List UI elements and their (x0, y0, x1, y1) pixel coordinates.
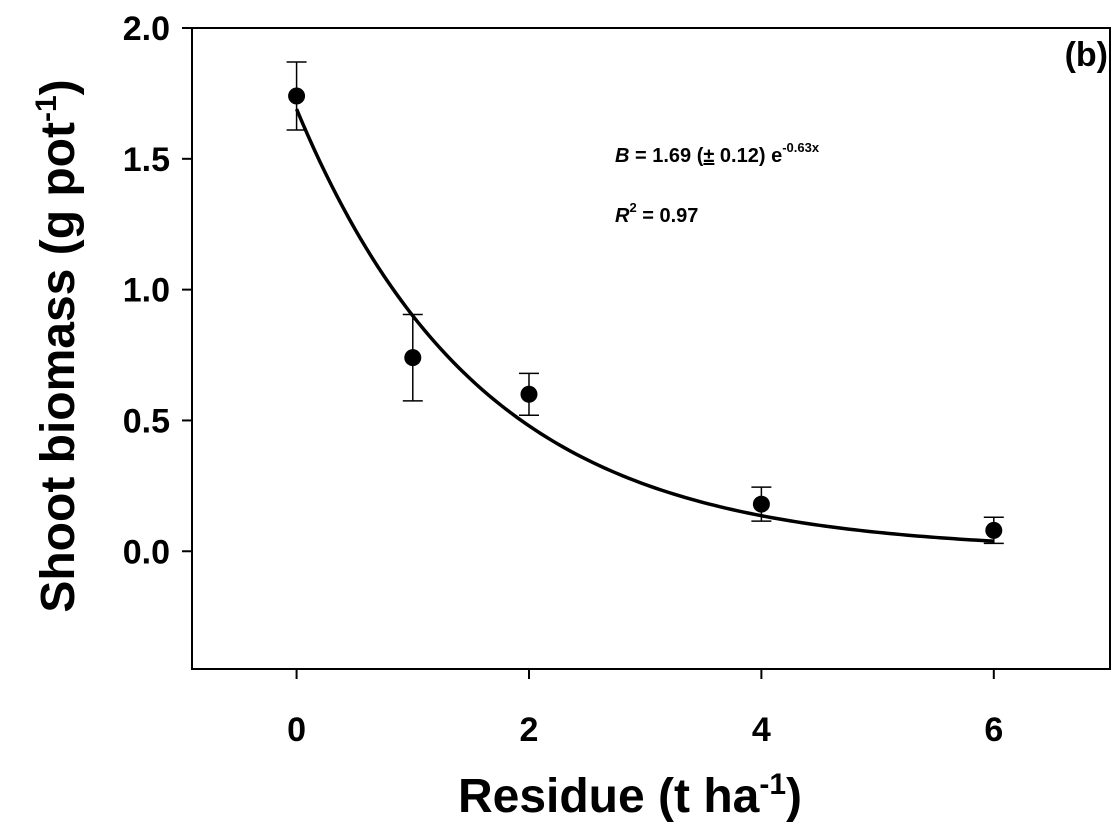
fit-curve (297, 109, 994, 541)
point-marker (288, 88, 305, 105)
equation-plus-minus: ± (703, 145, 714, 167)
x-tick-label: 0 (287, 711, 306, 749)
fit-equation: B = 1.69 (± 0.12) e-0.63x (615, 140, 820, 167)
y-tick-label: 1.5 (123, 141, 170, 179)
y-axis-title: Shoot biomass (g pot-1) (30, 79, 85, 612)
data-points (287, 62, 1004, 543)
y-axis-ticks: 0.0 0.5 1.0 1.5 2.0 (123, 10, 192, 571)
point-marker (753, 496, 770, 513)
point-marker (985, 522, 1002, 539)
x-axis-ticks: 0 2 4 6 (287, 669, 1003, 749)
panel-label: (b) (1065, 36, 1108, 74)
point-marker (520, 386, 537, 403)
point-marker (404, 349, 421, 366)
y-tick-label: 2.0 (123, 10, 170, 48)
equation-exponent: -0.63x (782, 140, 820, 155)
r-squared-value: = 0.97 (637, 205, 699, 227)
r-squared: R2 = 0.97 (615, 200, 698, 227)
data-point (519, 373, 539, 415)
y-tick-label: 0.0 (123, 533, 170, 571)
equation-variable: B (615, 145, 629, 167)
x-axis-title: Residue (t ha-1) (458, 768, 802, 823)
x-tick-label: 2 (520, 711, 539, 749)
data-point (403, 314, 423, 400)
x-tick-label: 4 (752, 711, 771, 749)
plot-frame (192, 28, 1110, 669)
y-tick-label: 0.5 (123, 402, 170, 440)
x-tick-label: 6 (984, 711, 1003, 749)
data-point (287, 62, 307, 130)
r-squared-exponent: 2 (629, 200, 636, 215)
r-squared-variable: R (615, 205, 630, 227)
equation-coefficient: = 1.69 ( (629, 145, 703, 167)
y-tick-label: 1.0 (123, 272, 170, 310)
equation-exponent-base: 0.12) e (714, 145, 782, 167)
